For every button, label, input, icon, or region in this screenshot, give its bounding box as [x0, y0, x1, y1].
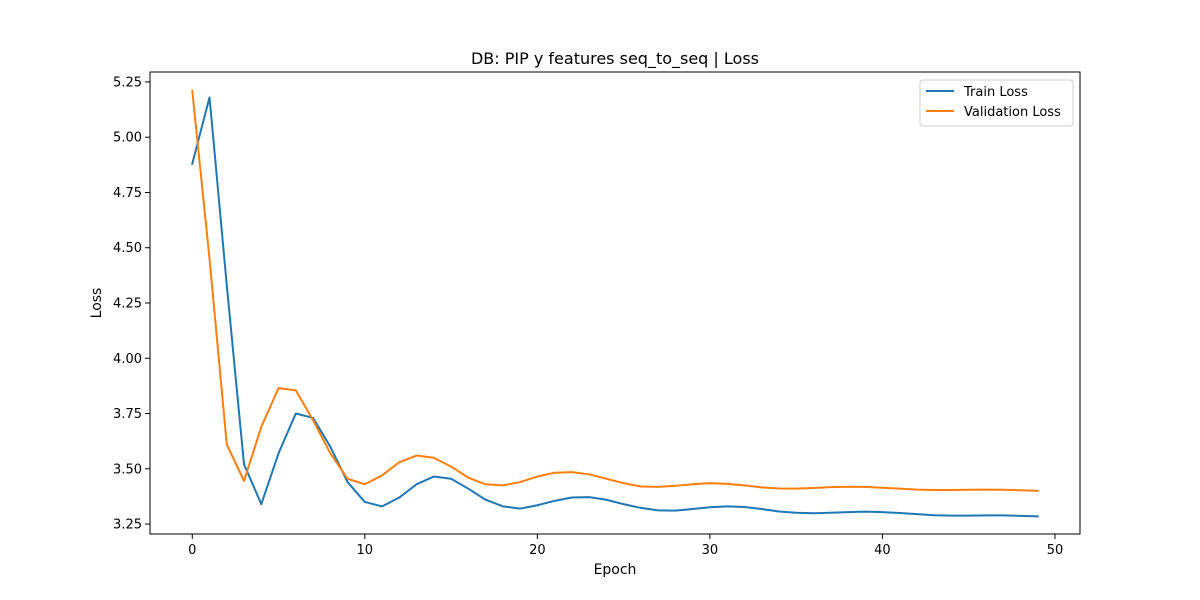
y-axis-ticks: 3.25 3.50 3.75 4.00 4.25 4.50 4.75 5.00 5.25 — [113, 75, 150, 533]
legend-label-train-loss: Train Loss — [963, 85, 1028, 100]
series-line-validation-loss — [191, 89, 1039, 492]
legend-box — [919, 79, 1074, 127]
x-tick-label: 10 — [357, 543, 374, 558]
x-tick-label: 40 — [874, 543, 891, 558]
x-tick-label: 50 — [1047, 543, 1064, 558]
plot-area — [149, 71, 1081, 535]
legend: Train Loss Validation Loss — [919, 79, 1074, 127]
series-line-train-loss — [191, 96, 1039, 518]
y-tick-label: 5.25 — [113, 75, 142, 90]
x-axis-ticks: 0 10 20 30 40 50 — [188, 534, 1063, 558]
y-tick-label: 3.25 — [113, 518, 142, 533]
legend-label-validation-loss: Validation Loss — [964, 105, 1061, 120]
y-tick-label: 4.50 — [113, 241, 142, 256]
y-tick-label: 4.25 — [113, 297, 142, 312]
y-tick-label: 3.75 — [113, 407, 142, 422]
y-tick-label: 5.00 — [113, 131, 142, 146]
x-tick-label: 30 — [702, 543, 719, 558]
y-tick-label: 4.75 — [113, 186, 142, 201]
x-axis-label: Epoch — [594, 562, 637, 578]
series-layer — [191, 89, 1039, 518]
x-tick-label: 0 — [188, 543, 196, 558]
x-tick-label: 20 — [529, 543, 546, 558]
chart-title: DB: PIP y features seq_to_seq | Loss — [471, 49, 759, 69]
y-tick-label: 3.50 — [113, 462, 142, 477]
y-tick-label: 4.00 — [113, 352, 142, 367]
y-axis-label: Loss — [89, 288, 105, 319]
